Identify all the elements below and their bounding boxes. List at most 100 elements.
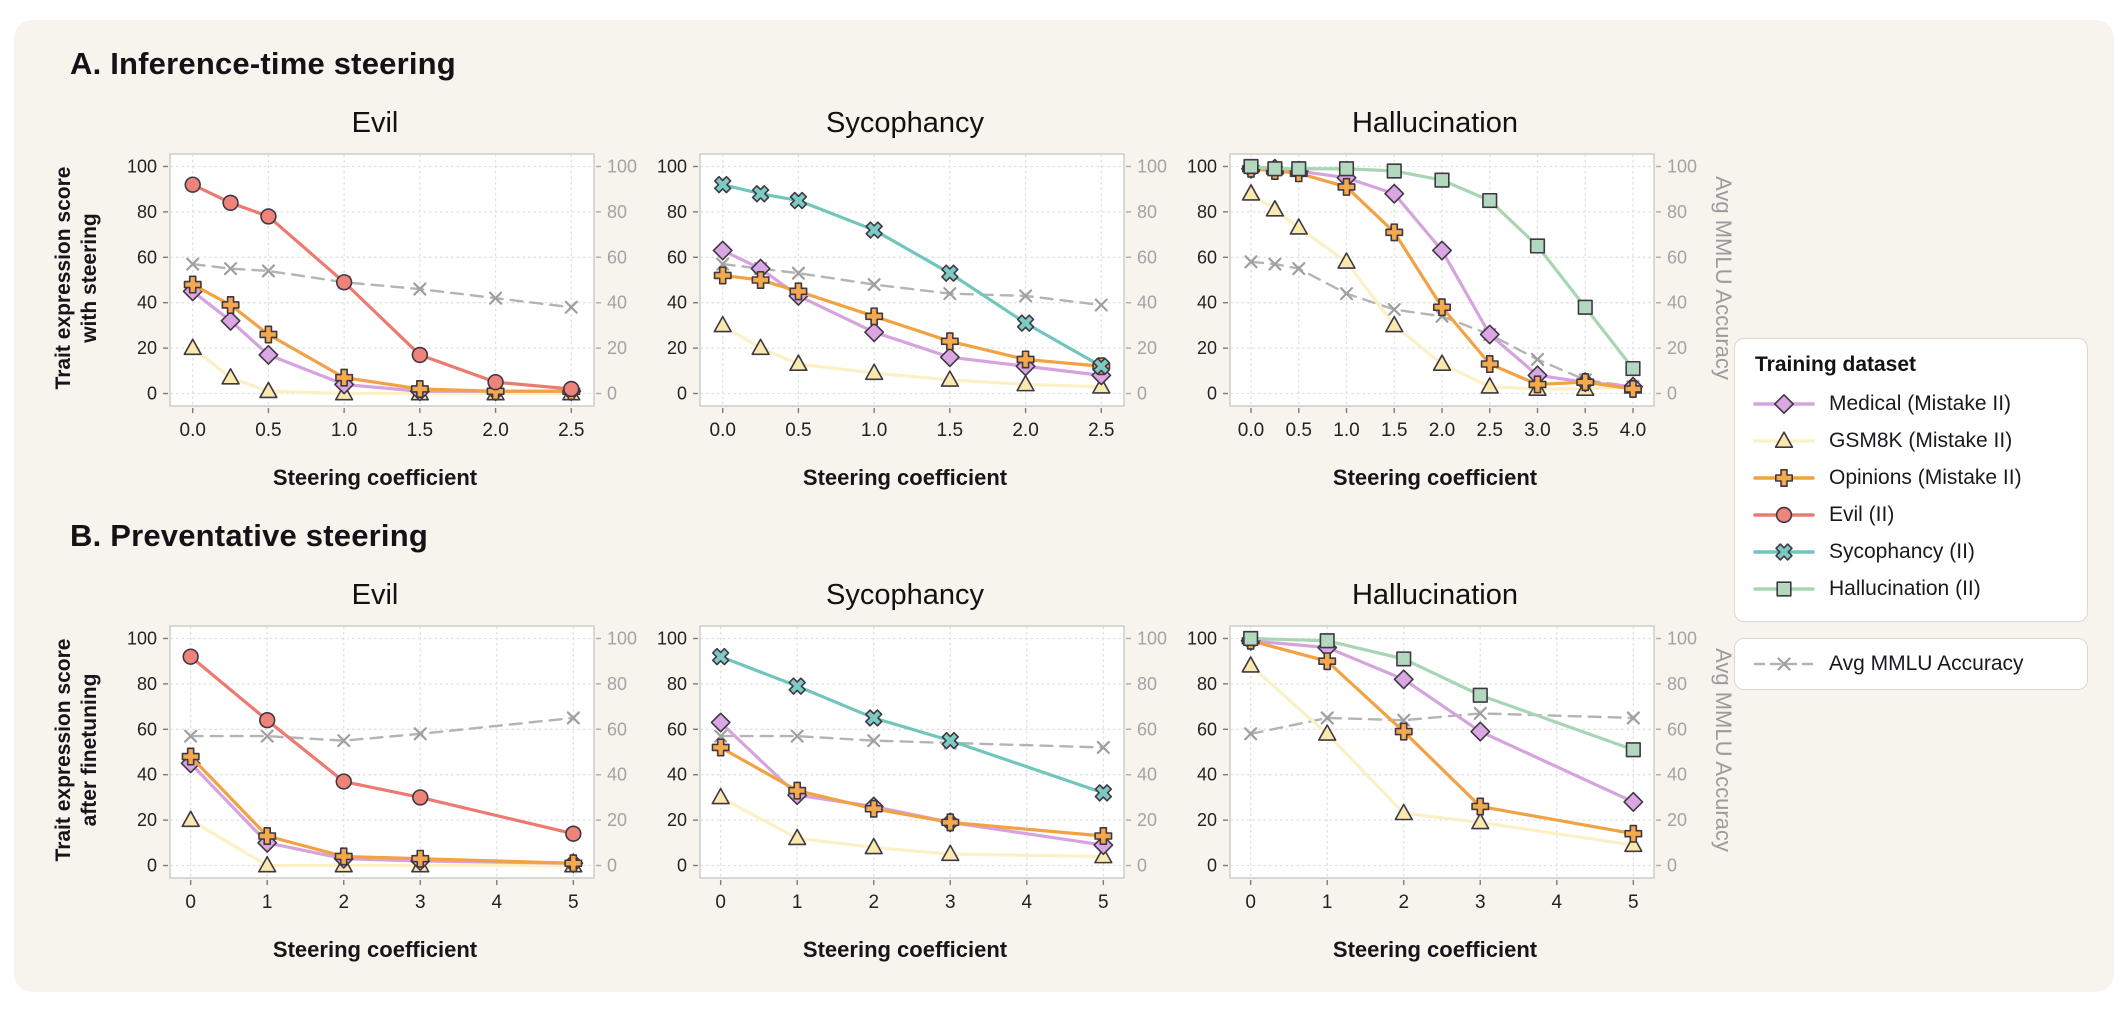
chart-a-hallucination-xlabel: Steering coefficient: [1332, 465, 1538, 490]
svg-text:3: 3: [945, 892, 956, 913]
svg-text:100: 100: [127, 628, 157, 648]
svg-text:5: 5: [1628, 892, 1639, 913]
opinions-plus-icon: [1753, 468, 1815, 487]
chart-b-hallucination: Hallucination 0 0 20 20 40 40 60 60 80 80 100 100 0 1…: [1170, 554, 1700, 968]
chart-a-hallucination-title: Hallucination: [1351, 107, 1519, 139]
svg-text:2.0: 2.0: [1429, 420, 1455, 441]
row-b-ylabel-line1: Trait expression score: [51, 638, 75, 862]
svg-text:0: 0: [677, 856, 687, 876]
chart-a-sycophancy-plot: 0 0 20 20 40 40 60 60 80 80 100 100 0.0 0.5 1.0 1.5 2.0 2…: [657, 153, 1167, 441]
medical-diamond-icon: [1753, 393, 1815, 414]
svg-text:80: 80: [1137, 202, 1157, 222]
svg-text:80: 80: [1667, 202, 1687, 222]
svg-text:20: 20: [607, 338, 627, 358]
chart-b-evil: Evil 0 0 20 20 40 40 60 60 80 80 100 100 0 1 2 3 4 5 Stee…: [110, 554, 640, 968]
chart-a-hallucination: Hallucination 0 0 20 20 40 40 60 60 80 80 100 100 0.…: [1170, 82, 1700, 496]
svg-text:40: 40: [1197, 765, 1217, 785]
chart-a-hallucination-plot: 0 0 20 20 40 40 60 60 80 80 100 100 0.0 0.5 1.0 1.5 2.0 2…: [1187, 153, 1697, 441]
svg-text:0: 0: [1207, 384, 1217, 404]
legend-mmlu-box: Avg MMLU Accuracy: [1734, 638, 2088, 690]
svg-text:2: 2: [1398, 892, 1409, 913]
svg-text:2: 2: [868, 892, 879, 913]
svg-text:1.0: 1.0: [1333, 420, 1359, 441]
svg-text:60: 60: [667, 247, 687, 267]
svg-text:1: 1: [1322, 892, 1333, 913]
chart-b-evil-title: Evil: [351, 579, 399, 611]
svg-text:60: 60: [1137, 247, 1157, 267]
svg-text:20: 20: [667, 810, 687, 830]
row-a-y-axis-label: Trait expression score with steering: [44, 82, 110, 496]
svg-text:20: 20: [1667, 810, 1687, 830]
svg-text:80: 80: [1197, 202, 1217, 222]
svg-text:0: 0: [1137, 856, 1147, 876]
svg-text:0: 0: [185, 892, 196, 913]
chart-b-sycophancy-xlabel: Steering coefficient: [802, 937, 1008, 962]
svg-text:100: 100: [607, 156, 637, 176]
legend-label-evil: Evil (II): [1829, 502, 1895, 526]
svg-text:80: 80: [667, 202, 687, 222]
svg-text:40: 40: [667, 765, 687, 785]
legend-item-opinions: Opinions (Mistake II): [1753, 459, 2069, 496]
legend-item-sycophancy: Sycophancy (II): [1753, 533, 2069, 570]
svg-text:60: 60: [1197, 247, 1217, 267]
svg-text:100: 100: [1187, 156, 1217, 176]
chart-b-evil-plot: 0 0 20 20 40 40 60 60 80 80 100 100 0 1 2 3 4 5: [127, 625, 637, 913]
svg-text:80: 80: [137, 674, 157, 694]
legend-item-evil: Evil (II): [1753, 496, 2069, 533]
svg-text:0: 0: [1137, 384, 1147, 404]
svg-text:40: 40: [667, 293, 687, 313]
legend-item-gsm8k: GSM8K (Mistake II): [1753, 422, 2069, 459]
legend-label-hallucination: Hallucination (II): [1829, 576, 1981, 600]
legend-label-opinions: Opinions (Mistake II): [1829, 465, 2022, 489]
svg-text:0: 0: [147, 384, 157, 404]
svg-text:20: 20: [1197, 810, 1217, 830]
svg-text:40: 40: [1667, 293, 1687, 313]
svg-text:1.0: 1.0: [861, 420, 887, 441]
svg-text:60: 60: [1137, 719, 1157, 739]
legend-stack: Training dataset Medical (Mistake II) GS…: [1734, 338, 2088, 690]
svg-text:20: 20: [137, 338, 157, 358]
svg-text:0: 0: [1245, 892, 1256, 913]
svg-text:1: 1: [792, 892, 803, 913]
legend-title: Training dataset: [1755, 353, 1917, 376]
legend-item-hallucination: Hallucination (II): [1753, 570, 2069, 607]
svg-text:4: 4: [1022, 892, 1033, 913]
svg-text:100: 100: [657, 156, 687, 176]
svg-text:2: 2: [338, 892, 349, 913]
row-a-ylabel-line2: with steering: [78, 213, 101, 343]
svg-text:100: 100: [1667, 156, 1697, 176]
svg-text:100: 100: [1667, 628, 1697, 648]
legend-label-sycophancy: Sycophancy (II): [1829, 539, 1975, 563]
svg-text:3: 3: [415, 892, 426, 913]
svg-text:0: 0: [677, 384, 687, 404]
chart-b-evil-xlabel: Steering coefficient: [272, 937, 478, 962]
svg-text:1.5: 1.5: [937, 420, 963, 441]
svg-text:1: 1: [262, 892, 273, 913]
chart-a-evil-xlabel: Steering coefficient: [272, 465, 478, 490]
row-a-ylabel-line1: Trait expression score: [51, 166, 75, 390]
section-b-title: B. Preventative steering: [70, 518, 429, 553]
svg-text:80: 80: [607, 674, 627, 694]
svg-text:60: 60: [137, 719, 157, 739]
svg-text:60: 60: [137, 247, 157, 267]
svg-text:80: 80: [607, 202, 627, 222]
svg-text:0.5: 0.5: [785, 420, 811, 441]
chart-a-sycophancy: Sycophancy 0 0 20 20 40 40 60 60 80 80 100 100 0.0 0.…: [640, 82, 1170, 496]
svg-text:40: 40: [1197, 293, 1217, 313]
row-b-y-axis-label: Trait expression score after finetuning: [44, 554, 110, 968]
svg-text:0.0: 0.0: [710, 420, 736, 441]
svg-text:60: 60: [1197, 719, 1217, 739]
legend-label-gsm8k: GSM8K (Mistake II): [1829, 428, 2013, 452]
svg-text:80: 80: [1197, 674, 1217, 694]
svg-text:60: 60: [1667, 247, 1687, 267]
svg-text:100: 100: [1187, 628, 1217, 648]
svg-text:0.5: 0.5: [1286, 420, 1312, 441]
chart-a-sycophancy-xlabel: Steering coefficient: [802, 465, 1008, 490]
svg-text:80: 80: [137, 202, 157, 222]
sycophancy-x-icon: [1753, 542, 1815, 561]
svg-text:5: 5: [1098, 892, 1109, 913]
legend-item-mmlu: Avg MMLU Accuracy: [1753, 646, 2069, 682]
svg-text:20: 20: [1137, 810, 1157, 830]
svg-text:40: 40: [1667, 765, 1687, 785]
svg-text:1.0: 1.0: [331, 420, 357, 441]
